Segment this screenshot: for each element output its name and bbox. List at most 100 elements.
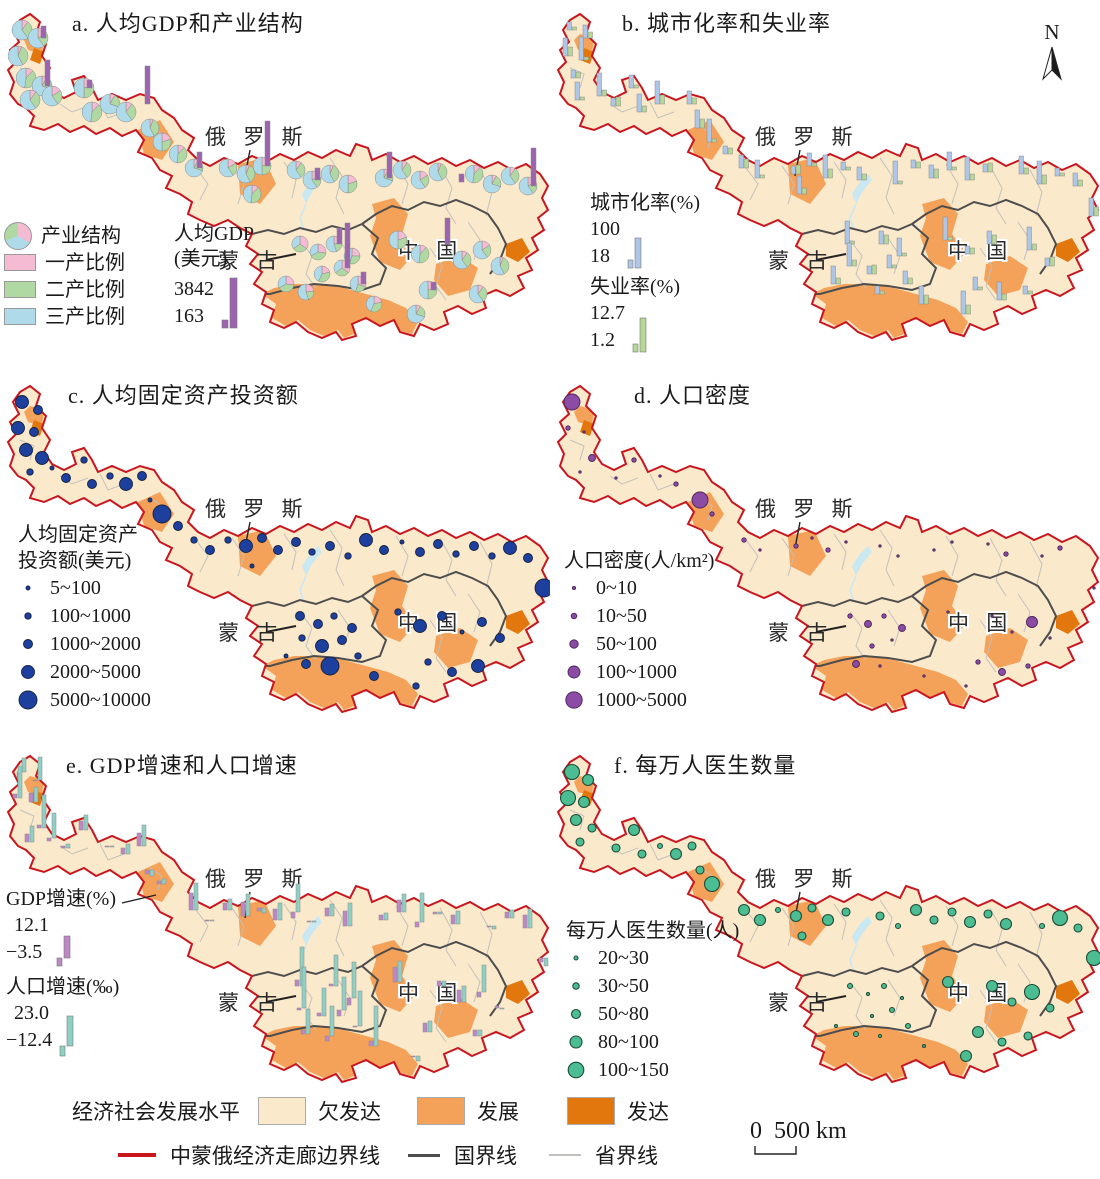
- svg-text:中 国: 中 国: [398, 611, 463, 635]
- unemployment-min-value: 1.2: [590, 329, 615, 351]
- doctors-circle-icon: [567, 1061, 585, 1079]
- unemployment-max-value: 12.7: [590, 302, 625, 324]
- scale-bar-bracket: [754, 1146, 797, 1155]
- doctors-circle-icon: [572, 982, 580, 990]
- urbanization-max-value: 100: [590, 218, 620, 240]
- gdp-legend-title: 人均GDP: [174, 223, 255, 245]
- svg-text:俄 罗 斯: 俄 罗 斯: [755, 497, 859, 521]
- gdp-legend-unit: (美元): [174, 248, 228, 270]
- density-circle-icon: [571, 585, 577, 591]
- urbanization-min-value: 18: [590, 245, 610, 267]
- population-growth-legend-title: 人口增速(‰): [6, 976, 120, 998]
- panel-e-title: e. GDP增速和人口增速: [66, 753, 298, 778]
- doctors-circle-icon: [569, 1035, 583, 1049]
- panel-gdp-industry: a. 人均GDP和产业结构 俄 罗 斯蒙 古中 国 产业结构 一产比例 二产比例…: [0, 0, 550, 368]
- svg-text:蒙 古: 蒙 古: [218, 991, 283, 1015]
- gdp-growth-pointer-line: [121, 894, 157, 904]
- north-arrow-icon: [1042, 46, 1062, 81]
- investment-class-label: 5000~10000: [50, 689, 151, 711]
- urbanization-legend-title: 城市化率(%): [590, 192, 700, 214]
- panel-f-legend: 每万人医生数量(人) 20~30 30~50 50~80 80~100 100~…: [566, 918, 739, 1084]
- tertiary-industry-swatch: [4, 308, 36, 325]
- doctors-class-label: 50~80: [598, 1003, 649, 1025]
- developed-label: 发达: [627, 1100, 669, 1124]
- investment-circle-icon: [25, 585, 31, 591]
- unemployment-bar-glyph: [632, 317, 647, 353]
- doctors-class-label: 30~50: [598, 975, 649, 997]
- gdp-growth-legend-title: GDP增速(%): [6, 888, 116, 910]
- panel-d-legend: 人口密度(人/km²) 0~10 10~50 50~100 100~1000 1…: [564, 548, 714, 714]
- density-legend-title: 人口密度(人/km²): [564, 550, 715, 572]
- gdp-growth-min-value: −3.5: [6, 941, 43, 963]
- doctors-circle-icon: [570, 1008, 582, 1020]
- scale-zero: 0: [750, 1118, 762, 1144]
- gdp-growth-bar-glyph: [56, 935, 71, 967]
- svg-text:蒙 古: 蒙 古: [768, 621, 833, 645]
- panel-urbanization-unemployment: b. 城市化率和失业率 俄 罗 斯蒙 古 中 国 城市化率(%) 100 18 失…: [550, 0, 1100, 368]
- investment-legend-title-2: 投资额(美元): [18, 550, 132, 572]
- doctors-class-label: 100~150: [598, 1059, 669, 1081]
- density-class-label: 10~50: [596, 605, 647, 627]
- corridor-line-label: 中蒙俄经济走廊边界线: [170, 1144, 380, 1168]
- density-class-label: 0~10: [596, 577, 637, 599]
- panel-e-legend: GDP增速(%) 12.1 −3.5 人口增速(‰) 23.0 −12.4: [6, 886, 160, 1057]
- investment-circle-icon: [24, 612, 32, 620]
- svg-text:中 国: 中 国: [948, 981, 1013, 1005]
- panel-fixed-asset-investment: c. 人均固定资产投资额 俄 罗 斯蒙 古 中 国 人均固定资产 投资额(美元) …: [0, 372, 550, 740]
- svg-text:俄 罗 斯: 俄 罗 斯: [205, 125, 309, 149]
- svg-text:中 国: 中 国: [948, 611, 1013, 635]
- boundary-legend-row: 中蒙俄经济走廊边界线 国界线 省界线: [118, 1140, 658, 1170]
- svg-text:俄 罗 斯: 俄 罗 斯: [205, 497, 309, 521]
- panel-a-title: a. 人均GDP和产业结构: [72, 11, 304, 36]
- map-gdp-population-growth: 俄 罗 斯蒙 古 中 国: [6, 754, 550, 1084]
- svg-text:蒙 古: 蒙 古: [218, 621, 283, 645]
- gdp-bar-glyph: [221, 277, 238, 329]
- svg-text:俄 罗 斯: 俄 罗 斯: [755, 125, 859, 149]
- panel-gdp-population-growth: e. GDP增速和人口增速 俄 罗 斯蒙 古 中 国 GDP增速(%) 12.1 …: [0, 742, 550, 1110]
- population-growth-bar-glyph: [59, 1015, 74, 1057]
- investment-class-label: 100~1000: [50, 605, 131, 627]
- panel-doctors: f. 每万人医生数量 俄 罗 斯蒙 古 中 国 每万人医生数量(人) 20~30 …: [550, 742, 1100, 1110]
- developing-swatch: [417, 1097, 465, 1125]
- province-line-label: 省界线: [595, 1144, 658, 1168]
- bottom-legend: 经济社会发展水平 欠发达 发展 发达 中蒙俄经济走廊边界线 国界线 省界线: [0, 1088, 1100, 1179]
- industry-pie-icon: [4, 221, 32, 250]
- svg-text:俄 罗 斯: 俄 罗 斯: [205, 867, 309, 891]
- density-class-label: 1000~5000: [596, 689, 687, 711]
- population-growth-min-value: −12.4: [6, 1029, 53, 1051]
- developing-label: 发展: [477, 1100, 519, 1124]
- secondary-industry-label: 二产比例: [45, 278, 125, 301]
- map-doctors: 俄 罗 斯蒙 古 中 国: [556, 754, 1100, 1084]
- panel-population-density: d. 人口密度 俄 罗 斯蒙 古 中 国 人口密度(人/km²) 0~10 10~…: [550, 372, 1100, 740]
- secondary-industry-swatch: [4, 281, 36, 298]
- density-circle-icon: [565, 691, 583, 709]
- investment-class-label: 5~100: [50, 577, 101, 599]
- development-legend-title: 经济社会发展水平: [72, 1100, 240, 1124]
- scale-distance: 500 km: [774, 1118, 847, 1144]
- density-circle-icon: [567, 665, 581, 679]
- panel-b-legend: 城市化率(%) 100 18 失业率(%) 12.7 1.2: [590, 190, 700, 354]
- density-circle-icon: [569, 639, 579, 649]
- underdeveloped-swatch: [258, 1097, 306, 1125]
- svg-text:蒙 古: 蒙 古: [768, 249, 833, 273]
- svg-text:中 国: 中 国: [398, 981, 463, 1005]
- svg-text:蒙 古: 蒙 古: [218, 249, 283, 273]
- developed-swatch: [567, 1097, 615, 1125]
- investment-legend-title-1: 人均固定资产: [18, 524, 138, 546]
- svg-text:俄 罗 斯: 俄 罗 斯: [755, 867, 859, 891]
- panel-d-title: d. 人口密度: [634, 383, 752, 408]
- underdeveloped-label: 欠发达: [318, 1100, 381, 1124]
- svg-text:蒙 古: 蒙 古: [768, 991, 833, 1015]
- map-population-density: 俄 罗 斯蒙 古 中 国: [556, 384, 1100, 714]
- primary-industry-label: 一产比例: [45, 251, 125, 274]
- gdp-min-value: 163: [174, 305, 204, 327]
- map-fixed-asset-investment: 俄 罗 斯蒙 古 中 国: [6, 384, 550, 714]
- province-line-icon: [549, 1154, 581, 1156]
- panel-b-title: b. 城市化率和失业率: [622, 11, 832, 36]
- unemployment-legend-title: 失业率(%): [590, 276, 680, 298]
- doctors-circle-icon: [573, 955, 579, 961]
- investment-circle-icon: [23, 639, 33, 649]
- panel-a-legend: 产业结构 一产比例 二产比例 三产比例 人均GDP (美元) 3842 163: [4, 221, 254, 330]
- doctors-legend-title: 每万人医生数量(人): [566, 920, 740, 942]
- national-line-icon: [408, 1153, 440, 1157]
